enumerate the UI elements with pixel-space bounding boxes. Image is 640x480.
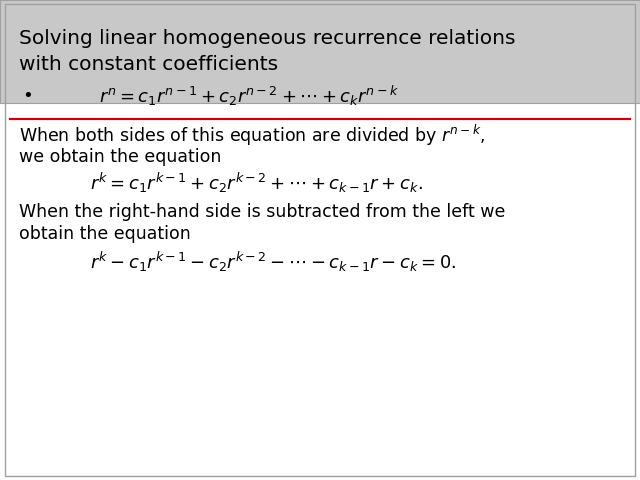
- Text: $r^{n} = c_1 r^{n-1} + c_2 r^{n-2} + \cdots + c_k r^{n-k}$: $r^{n} = c_1 r^{n-1} + c_2 r^{n-2} + \cd…: [99, 84, 399, 108]
- Text: we obtain the equation: we obtain the equation: [19, 148, 221, 167]
- Text: obtain the equation: obtain the equation: [19, 225, 191, 243]
- Text: $r^{k} = c_1 r^{k-1} + c_2 r^{k-2} + \cdots + c_{k-1} r + c_k.$: $r^{k} = c_1 r^{k-1} + c_2 r^{k-2} + \cd…: [90, 171, 422, 195]
- Text: When the right-hand side is subtracted from the left we: When the right-hand side is subtracted f…: [19, 203, 506, 221]
- Text: Solving linear homogeneous recurrence relations
with constant coefficients: Solving linear homogeneous recurrence re…: [19, 29, 516, 74]
- Text: $r^{k} - c_1 r^{k-1} - c_2 r^{k-2} - \cdots - c_{k-1} r - c_k = 0.$: $r^{k} - c_1 r^{k-1} - c_2 r^{k-2} - \cd…: [90, 250, 456, 274]
- Text: When both sides of this equation are divided by $r^{n-k}$,: When both sides of this equation are div…: [19, 123, 486, 148]
- Text: •: •: [22, 87, 33, 105]
